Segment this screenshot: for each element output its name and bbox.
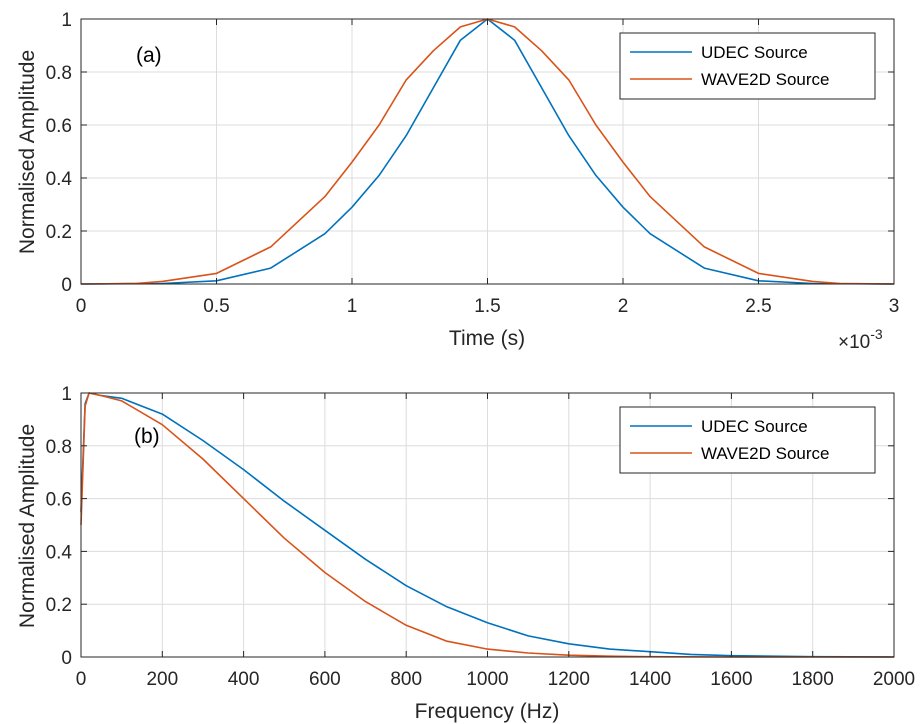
legend-label: UDEC Source [701,43,808,62]
panel-annotation-b: (b) [134,425,160,448]
x-tick-label: 0.5 [203,296,229,317]
legend-label: UDEC Source [701,417,808,436]
y-tick-label: 0.6 [46,490,72,511]
x-tick-label: 1.5 [474,296,500,317]
series-line-udec-source [80,392,895,658]
y-tick-label: 1 [61,10,72,31]
panel-annotation-a: (a) [136,44,162,67]
x-tick-label: 400 [228,669,260,690]
y-axis-label-a: Normalised Amplitude [16,50,39,254]
y-tick-label: 0.2 [46,595,72,616]
x-tick-label: 1600 [710,669,752,690]
legend-box [619,32,876,100]
legend-a: UDEC Source WAVE2D Source [619,32,876,100]
x-exponent-base: ×10 [838,332,870,353]
x-tick-label: 1 [347,296,358,317]
x-tick-label: 2.5 [745,296,771,317]
x-tick-label: 1000 [466,669,508,690]
legend-label: WAVE2D Source [701,70,830,89]
x-tick-label: 1800 [792,669,834,690]
y-tick-label: 0.8 [46,437,72,458]
y-tick-label: 0 [61,648,72,669]
x-exponent-label-a: ×10-3 [838,326,883,353]
x-tick-label: 2 [618,296,629,317]
x-tick-label: 0 [76,669,87,690]
y-tick-label: 1 [61,384,72,405]
x-tick-label: 0 [76,296,87,317]
x-axis-label-a: Time (s) [449,327,525,350]
x-exponent-power: -3 [870,326,883,342]
legend-label: WAVE2D Source [701,444,830,463]
y-tick-label: 0.4 [46,542,73,563]
x-tick-label: 800 [390,669,422,690]
x-tick-label: 3 [889,296,900,317]
chart-panel-b: 0 200 400 600 800 1000 1200 1400 1600 1800 2000 0 0.… [16,384,915,723]
x-tick-label: 2000 [873,669,915,690]
y-tick-label: 0.4 [46,169,73,190]
legend-b: UDEC Source WAVE2D Source [619,406,876,474]
x-tick-label: 1200 [548,669,590,690]
x-tick-label: 1400 [629,669,671,690]
y-axis-label-b: Normalised Amplitude [16,424,39,628]
y-tick-label: 0.8 [46,63,72,84]
y-tick-label: 0 [61,275,72,296]
y-tick-label: 0.6 [46,116,72,137]
x-tick-label: 600 [309,669,341,690]
ticks-b: 0 200 400 600 800 1000 1200 1400 1600 1800 2000 0 0.… [46,384,916,690]
x-tick-label: 200 [146,669,178,690]
legend-box [619,406,876,474]
y-tick-label: 0.2 [46,222,72,243]
ticks-a: 0 0.5 1 1.5 2 2.5 3 0 0.2 0.4 0.6 0.8 1 [46,10,900,317]
chart-panel-a: 0 0.5 1 1.5 2 2.5 3 0 0.2 0.4 0.6 0.8 1 (a) Time (s)… [16,10,899,353]
x-axis-label-b: Frequency (Hz) [415,700,560,723]
